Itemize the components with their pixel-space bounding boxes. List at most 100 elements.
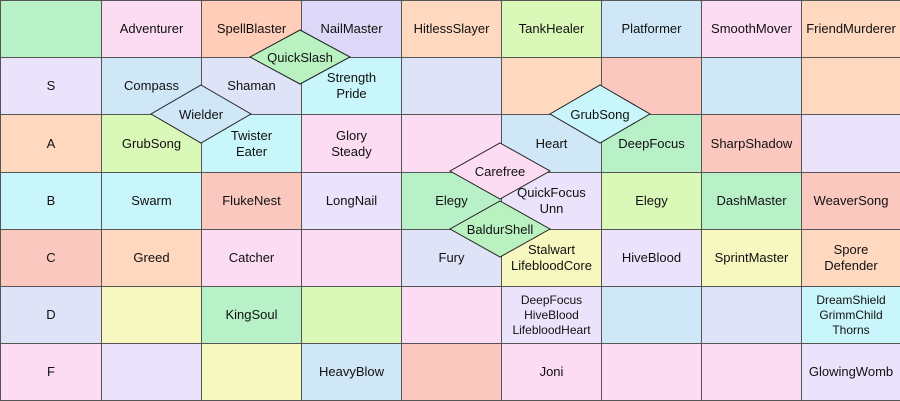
- tier-cell-b-adventurer: Swarm: [101, 172, 202, 230]
- column-header-nailmaster: NailMaster: [301, 0, 402, 58]
- tier-cell-s-tankhealer: [501, 57, 602, 115]
- tier-cell-f-adventurer: [101, 343, 202, 401]
- cell-text-line: KingSoul: [225, 307, 278, 322]
- cell-text-line: Adventurer: [119, 21, 184, 36]
- cell-text-line: DreamShield: [816, 292, 886, 307]
- tier-label-c: C: [0, 229, 102, 287]
- tier-cell-s-spellblaster: Shaman: [201, 57, 302, 115]
- cell-text-line: S: [46, 78, 56, 93]
- tier-label-b: B: [0, 172, 102, 230]
- cell-text-line: Swarm: [131, 193, 172, 208]
- cell-text-line: GrimmChild: [819, 307, 883, 322]
- tier-cell-s-friendmurderer: [801, 57, 900, 115]
- cell-text-line: Twister: [230, 127, 273, 143]
- tier-cell-f-nailmaster: HeavyBlow: [301, 343, 402, 401]
- tier-label-a: A: [0, 114, 102, 173]
- cell-text-line: Greed: [133, 250, 170, 265]
- tier-cell-c-spellblaster: Catcher: [201, 229, 302, 287]
- tier-cell-f-tankhealer: Joni: [501, 343, 602, 401]
- tier-cell-b-spellblaster: FlukeNest: [201, 172, 302, 230]
- column-header-friendmurderer: FriendMurderer: [801, 0, 900, 58]
- tier-cell-d-adventurer: [101, 286, 202, 344]
- tier-cell-d-platformer: [601, 286, 702, 344]
- cell-text-line: Spore: [833, 242, 869, 257]
- tier-cell-d-nailmaster: [301, 286, 402, 344]
- cell-text-line: FriendMurderer: [806, 21, 896, 36]
- tier-cell-d-spellblaster: KingSoul: [201, 286, 302, 344]
- cell-text-line: Defender: [824, 258, 878, 273]
- tier-label-d: D: [0, 286, 102, 344]
- corner-cell: [0, 0, 102, 58]
- tier-cell-a-adventurer: GrubSong: [101, 114, 202, 173]
- cell-text-line: FlukeNest: [222, 193, 281, 208]
- cell-text-line: Fury: [438, 250, 465, 265]
- cell-text-line: C: [46, 250, 56, 265]
- cell-text-line: Compass: [124, 78, 179, 93]
- tier-cell-s-platformer: [601, 57, 702, 115]
- cell-text-line: B: [46, 193, 56, 208]
- tier-cell-c-platformer: HiveBlood: [601, 229, 702, 287]
- cell-text-line: Stalwart: [528, 242, 575, 257]
- cell-text-line: SpellBlaster: [216, 21, 287, 36]
- cell-text-line: Unn: [539, 201, 564, 216]
- cell-text-line: SprintMaster: [714, 250, 789, 265]
- tier-cell-d-smoothmover: [701, 286, 802, 344]
- tier-cell-s-adventurer: Compass: [101, 57, 202, 115]
- cell-text-line: SmoothMover: [711, 21, 792, 36]
- tier-cell-a-nailmaster: Glory Steady: [301, 114, 402, 173]
- cell-text-line: Steady: [331, 143, 372, 159]
- cell-text-line: NailMaster: [320, 21, 383, 36]
- tier-cell-b-nailmaster: LongNail: [301, 172, 402, 230]
- tier-cell-f-smoothmover: [701, 343, 802, 401]
- cell-text-line: Joni: [539, 364, 564, 379]
- cell-text-line: LifebloodCore: [511, 258, 592, 273]
- tier-cell-s-smoothmover: [701, 57, 802, 115]
- cell-text-line: SharpShadow: [710, 135, 793, 151]
- tier-cell-b-platformer: Elegy: [601, 172, 702, 230]
- cell-text-line: A: [46, 135, 56, 151]
- tier-cell-b-friendmurderer: WeaverSong: [801, 172, 900, 230]
- tier-cell-d-friendmurderer: DreamShield GrimmChild Thorns: [801, 286, 900, 344]
- tier-cell-f-spellblaster: [201, 343, 302, 401]
- cell-text-line: HitlessSlayer: [413, 21, 490, 36]
- cell-text-line: Heart: [535, 135, 568, 151]
- column-header-hitlessslayer: HitlessSlayer: [401, 0, 502, 58]
- tier-cell-c-tankhealer: Stalwart LifebloodCore: [501, 229, 602, 287]
- tier-cell-a-friendmurderer: [801, 114, 900, 173]
- cell-text-line: Eater: [235, 143, 268, 159]
- tier-cell-b-hitlessslayer: Elegy: [401, 172, 502, 230]
- column-header-smoothmover: SmoothMover: [701, 0, 802, 58]
- tier-cell-d-tankhealer: DeepFocus HiveBlood LifebloodHeart: [501, 286, 602, 344]
- tier-cell-a-smoothmover: SharpShadow: [701, 114, 802, 173]
- cell-text-line: LifebloodHeart: [512, 322, 591, 337]
- cell-text-line: QuickFocus: [517, 185, 586, 200]
- tier-cell-s-nailmaster: Strength Pride: [301, 57, 402, 115]
- tier-cell-c-friendmurderer: Spore Defender: [801, 229, 900, 287]
- column-header-tankhealer: TankHealer: [501, 0, 602, 58]
- cell-text-line: D: [46, 307, 56, 322]
- tier-cell-f-platformer: [601, 343, 702, 401]
- tier-cell-c-nailmaster: [301, 229, 402, 287]
- cell-text-line: WeaverSong: [813, 193, 889, 208]
- cell-text-line: GlowingWomb: [808, 364, 894, 379]
- cell-text-line: HiveBlood: [621, 250, 682, 265]
- cell-text-line: HiveBlood: [524, 307, 579, 322]
- tier-cell-b-tankhealer: QuickFocus Unn: [501, 172, 602, 230]
- cell-text-line: Platformer: [621, 21, 682, 36]
- column-header-adventurer: Adventurer: [101, 0, 202, 58]
- cell-text-line: Elegy: [435, 193, 468, 208]
- cell-text-line: LongNail: [325, 193, 378, 208]
- cell-text-line: Elegy: [635, 193, 668, 208]
- column-header-spellblaster: SpellBlaster: [201, 0, 302, 58]
- cell-text-line: Strength: [326, 70, 377, 85]
- cell-text-line: Glory: [335, 127, 368, 143]
- cell-text-line: Shaman: [227, 78, 276, 93]
- tier-cell-a-hitlessslayer: [401, 114, 502, 173]
- cell-text-line: TankHealer: [518, 21, 585, 36]
- cell-text-line: DashMaster: [716, 193, 787, 208]
- cell-text-line: F: [47, 364, 55, 379]
- tier-label-s: S: [0, 57, 102, 115]
- column-header-platformer: Platformer: [601, 0, 702, 58]
- cell-text-line: DeepFocus: [520, 292, 583, 307]
